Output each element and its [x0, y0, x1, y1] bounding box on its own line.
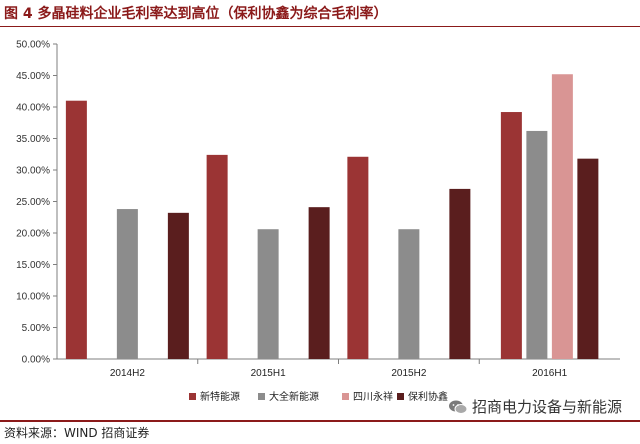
legend-label: 大全新能源: [269, 390, 319, 403]
bar-大全新能源-2015H1: [257, 229, 279, 359]
bar-保利协鑫-2014H2: [167, 212, 189, 359]
legend-label: 四川永祥: [353, 390, 393, 403]
y-tick-label: 30.00%: [16, 166, 50, 177]
y-tick-label: 45.00%: [16, 71, 50, 82]
bar-保利协鑫-2015H2: [449, 188, 471, 359]
bar-大全新能源-2014H2: [116, 209, 138, 359]
y-tick-label: 25.00%: [16, 197, 50, 208]
bar-新特能源-2014H2: [65, 100, 87, 359]
y-tick-label: 10.00%: [16, 292, 50, 303]
y-tick-label: 35.00%: [16, 134, 50, 145]
watermark: 招商电力设备与新能源: [448, 396, 622, 417]
y-tick-label: 50.00%: [16, 40, 50, 51]
bar-新特能源-2016H1: [500, 112, 522, 359]
bar-chart: 0.00% 5.00% 10.00% 15.00% 20.00% 25.00% 30.00%…: [16, 40, 620, 403]
bar-新特能源-2015H2: [347, 156, 369, 359]
y-tick-label: 5.00%: [22, 323, 50, 334]
legend-swatch: [258, 393, 265, 400]
bar-新特能源-2015H1: [206, 154, 228, 359]
wechat-icon: [449, 400, 468, 414]
legend-label: 新特能源: [200, 390, 240, 403]
y-tick-label: 20.00%: [16, 229, 50, 240]
figure-title: 图 4 多晶硅料企业毛利率达到高位（保利协鑫为综合毛利率）: [4, 6, 388, 22]
y-tick-label: 0.00%: [22, 355, 50, 366]
x-category-label: 2016H1: [532, 368, 567, 379]
source-note: 资料来源：WIND 招商证券: [4, 426, 150, 440]
legend-swatch: [397, 393, 404, 400]
x-category-label: 2015H2: [391, 368, 426, 379]
bar-大全新能源-2016H1: [526, 130, 548, 359]
watermark-text: 招商电力设备与新能源: [472, 398, 623, 416]
y-tick-label: 40.00%: [16, 103, 50, 114]
y-tick-label: 15.00%: [16, 260, 50, 271]
bar-四川永祥-2016H1: [551, 74, 573, 360]
bar-大全新能源-2015H2: [398, 229, 420, 359]
bottom-rule: [0, 420, 640, 422]
bar-保利协鑫-2015H1: [308, 207, 330, 359]
legend-label: 保利协鑫: [408, 390, 448, 403]
title-bar: 图 4 多晶硅料企业毛利率达到高位（保利协鑫为综合毛利率）: [0, 0, 640, 27]
bar-保利协鑫-2016H1: [577, 158, 599, 359]
legend-swatch: [189, 393, 196, 400]
legend-swatch: [342, 393, 349, 400]
x-category-label: 2014H2: [110, 368, 145, 379]
x-category-label: 2015H1: [251, 368, 286, 379]
